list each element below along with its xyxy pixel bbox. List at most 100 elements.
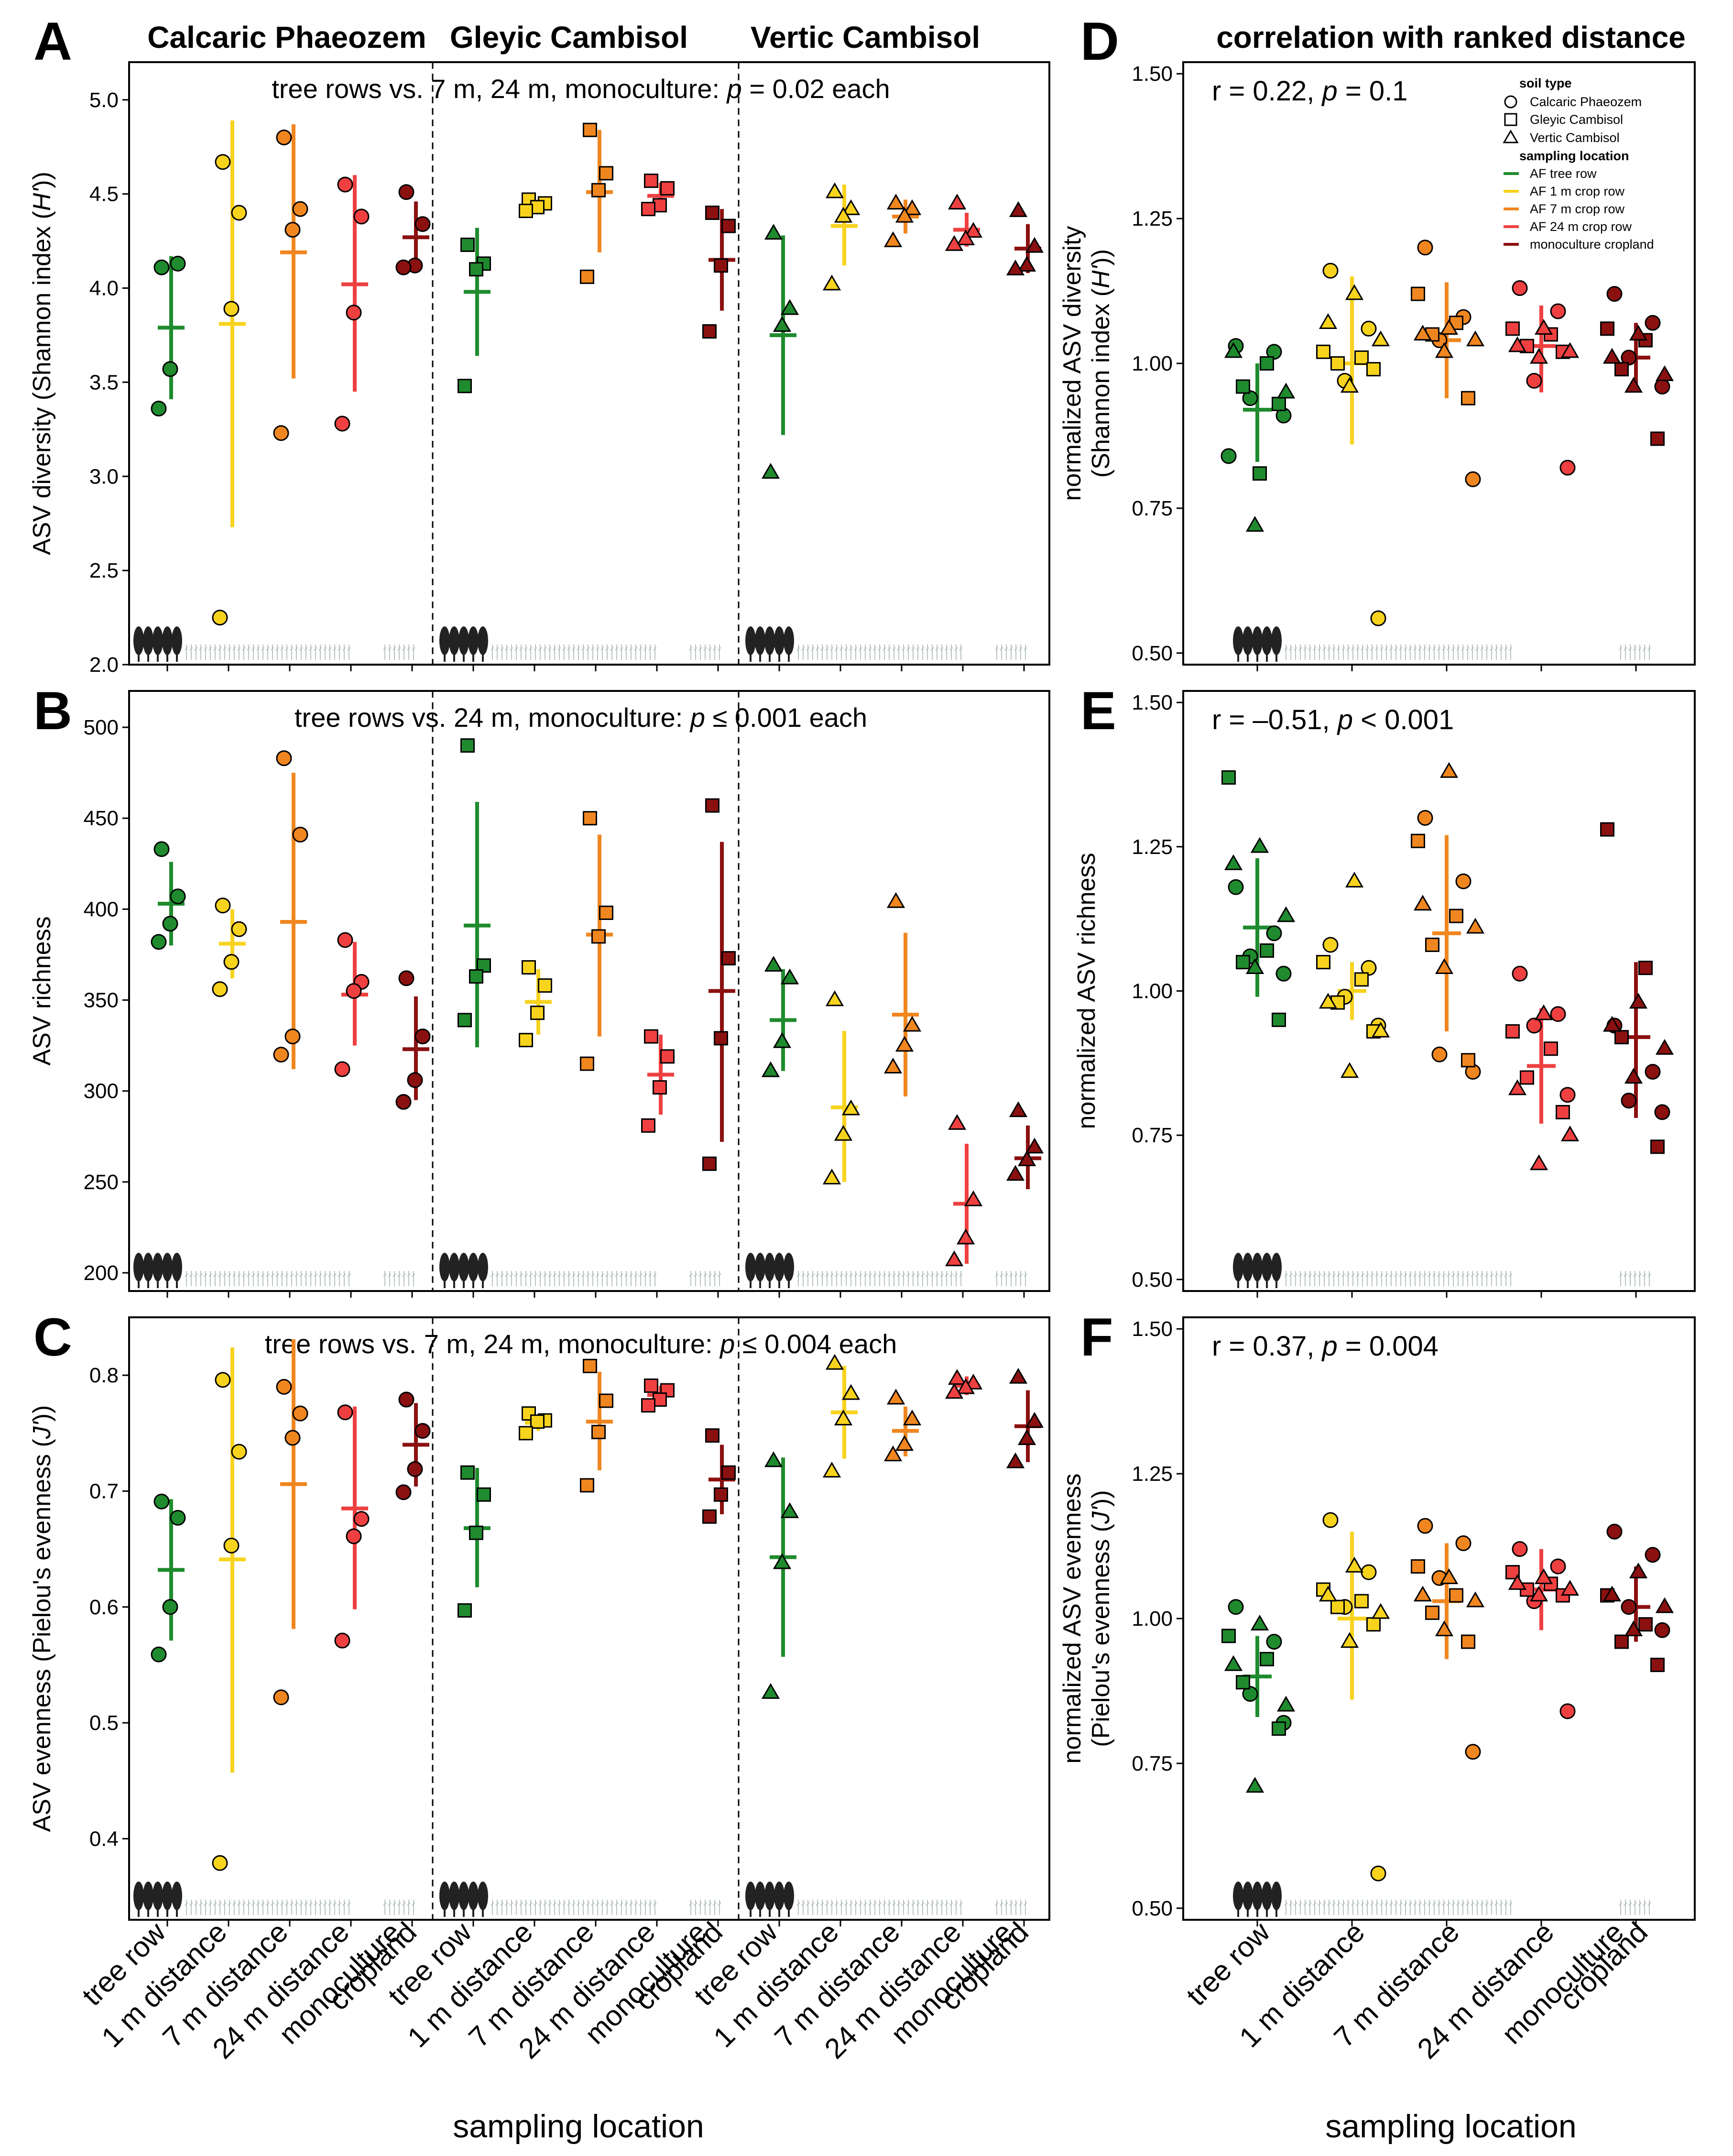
data-point <box>292 826 308 843</box>
data-point <box>1266 925 1282 941</box>
group-7-m-distance <box>273 1339 308 1706</box>
data-point <box>1559 460 1576 476</box>
data-point <box>644 174 658 188</box>
crop-row-icon <box>995 645 1027 660</box>
data-point <box>212 981 228 997</box>
data-point <box>903 1409 922 1425</box>
data-point <box>583 122 597 137</box>
group-1-m-distance <box>1316 1512 1390 1882</box>
data-point <box>945 1383 964 1399</box>
data-point <box>903 199 922 215</box>
data-point <box>641 1398 655 1413</box>
group-24-m-distance <box>641 1378 675 1413</box>
group-7-m-distance <box>883 892 922 1097</box>
y-tick-label: 5.0 <box>89 88 119 112</box>
group-24-m-distance <box>945 1114 983 1267</box>
crop-row-icon <box>490 645 657 660</box>
y-axis-title: ASV evenness (Pielou's evenness (J')) <box>28 1405 56 1832</box>
data-point <box>1526 372 1542 389</box>
data-point <box>398 184 414 200</box>
data-point <box>1512 965 1528 982</box>
y-axis-title-line: ASV diversity (Shannon index (H')) <box>28 172 56 555</box>
data-point <box>883 1445 903 1462</box>
data-point <box>1009 1368 1028 1384</box>
group-monoculture <box>1006 1101 1044 1190</box>
data-point <box>1650 1657 1665 1672</box>
crop-row-icon <box>383 1900 415 1915</box>
panel-c-evenness-by-soil: 0.4 0.5 0.6 0.7 0.8 ASV evenness (Pielou's ev… <box>28 1316 1050 1926</box>
data-point <box>292 201 308 217</box>
data-point <box>1512 280 1528 296</box>
data-point <box>395 259 412 275</box>
data-point <box>1371 330 1390 347</box>
data-point <box>660 1383 675 1398</box>
data-point <box>1316 955 1330 970</box>
data-point <box>1655 365 1674 381</box>
data-point <box>1655 1597 1674 1613</box>
crop-row-icon <box>689 645 721 660</box>
crop-row-icon <box>796 645 963 660</box>
plot-frame <box>128 1316 1050 1921</box>
group-tree-row <box>761 956 799 1077</box>
data-point <box>538 978 552 993</box>
y-axis-title: ASV richness <box>28 916 56 1065</box>
tree-row-icon <box>439 1253 488 1288</box>
data-point <box>153 259 170 275</box>
data-point <box>1260 1652 1274 1666</box>
group-1-m-distance <box>1316 871 1390 1078</box>
group-tree-row <box>458 738 491 1048</box>
y-tick-label: 400 <box>84 897 119 921</box>
crop-row-icon <box>796 1900 963 1915</box>
group-1-m-distance <box>212 897 247 997</box>
data-point <box>591 1424 606 1439</box>
panel-annotation: r = –0.51, p < 0.001 <box>1212 704 1454 735</box>
group-1-m-distance <box>822 182 861 291</box>
data-point <box>1260 356 1274 371</box>
data-point <box>1370 1865 1386 1882</box>
crop-row-icon <box>1284 645 1513 660</box>
crop-row-icon <box>1284 1271 1513 1286</box>
panel-annotation: tree rows vs. 7 m, 24 m, monoculture: p … <box>272 74 890 104</box>
crop-row-icon <box>185 1900 351 1915</box>
data-point <box>822 1168 841 1184</box>
data-point <box>1345 871 1364 887</box>
data-point <box>231 921 247 937</box>
data-point <box>1654 378 1670 394</box>
data-point <box>1245 1777 1264 1793</box>
data-point <box>530 1414 545 1429</box>
group-7-m-distance <box>1411 1518 1485 1760</box>
data-point <box>834 1409 853 1425</box>
data-point <box>1025 237 1044 253</box>
data-point <box>761 463 780 479</box>
data-point <box>519 1033 533 1048</box>
y-axis-title: normalized ASV evenness (Pielou's evennes… <box>1058 1473 1115 1763</box>
crop-row-icon <box>490 1900 657 1915</box>
data-point <box>1431 1046 1448 1062</box>
data-point <box>1266 1633 1282 1650</box>
tree-row-icon <box>745 626 794 662</box>
y-tick-label: 300 <box>84 1080 119 1103</box>
data-point <box>1006 259 1025 275</box>
right-column-header: correlation with ranked distance <box>1216 20 1686 55</box>
data-point <box>1629 325 1648 341</box>
data-point <box>212 610 228 626</box>
y-axis-title: normalized ASV richness <box>1073 853 1101 1129</box>
group-monoculture <box>395 184 431 275</box>
data-point <box>702 1509 717 1524</box>
data-point <box>1466 330 1485 347</box>
data-point <box>764 956 783 972</box>
legend-location-7m: AF 7 m crop row <box>1530 202 1625 216</box>
data-point <box>334 416 350 432</box>
data-point <box>460 237 475 252</box>
data-point <box>841 1384 861 1400</box>
group-7-m-distance <box>580 122 613 284</box>
group-24-m-distance <box>641 174 675 217</box>
crop-row-icon <box>383 1271 415 1286</box>
data-point <box>334 1061 350 1077</box>
panel-annotation: r = 0.22, p = 0.1 <box>1212 76 1408 107</box>
group-24-m-distance <box>334 1404 370 1649</box>
y-tick-label: 0.50 <box>1132 642 1173 665</box>
group-tree-row <box>1221 338 1296 532</box>
data-point <box>519 1426 533 1441</box>
data-point <box>822 274 841 291</box>
